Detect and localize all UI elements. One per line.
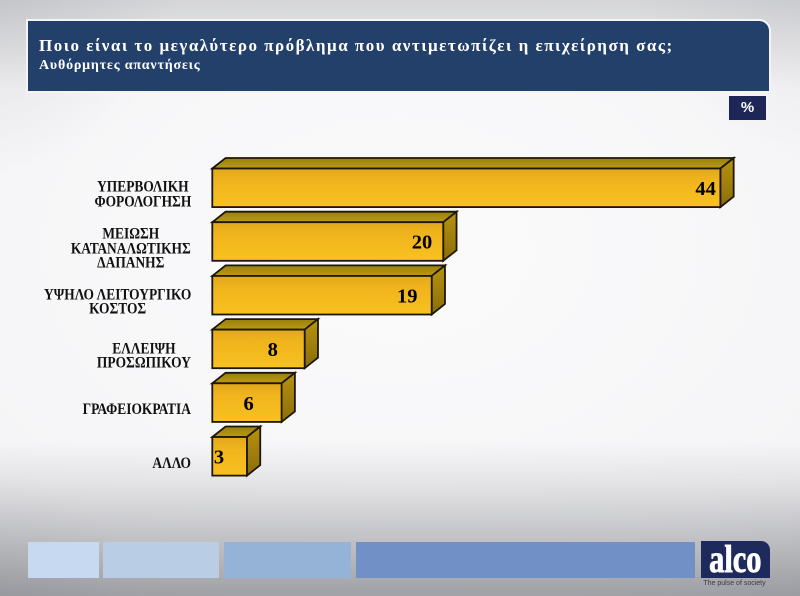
svg-text:8: 8: [268, 339, 278, 361]
svg-text:20: 20: [412, 232, 433, 254]
svg-text:19: 19: [397, 285, 418, 307]
svg-text:6: 6: [243, 393, 253, 415]
svg-text:alco: alco: [709, 541, 761, 578]
svg-text:3: 3: [214, 447, 224, 469]
svg-text:44: 44: [695, 178, 716, 200]
